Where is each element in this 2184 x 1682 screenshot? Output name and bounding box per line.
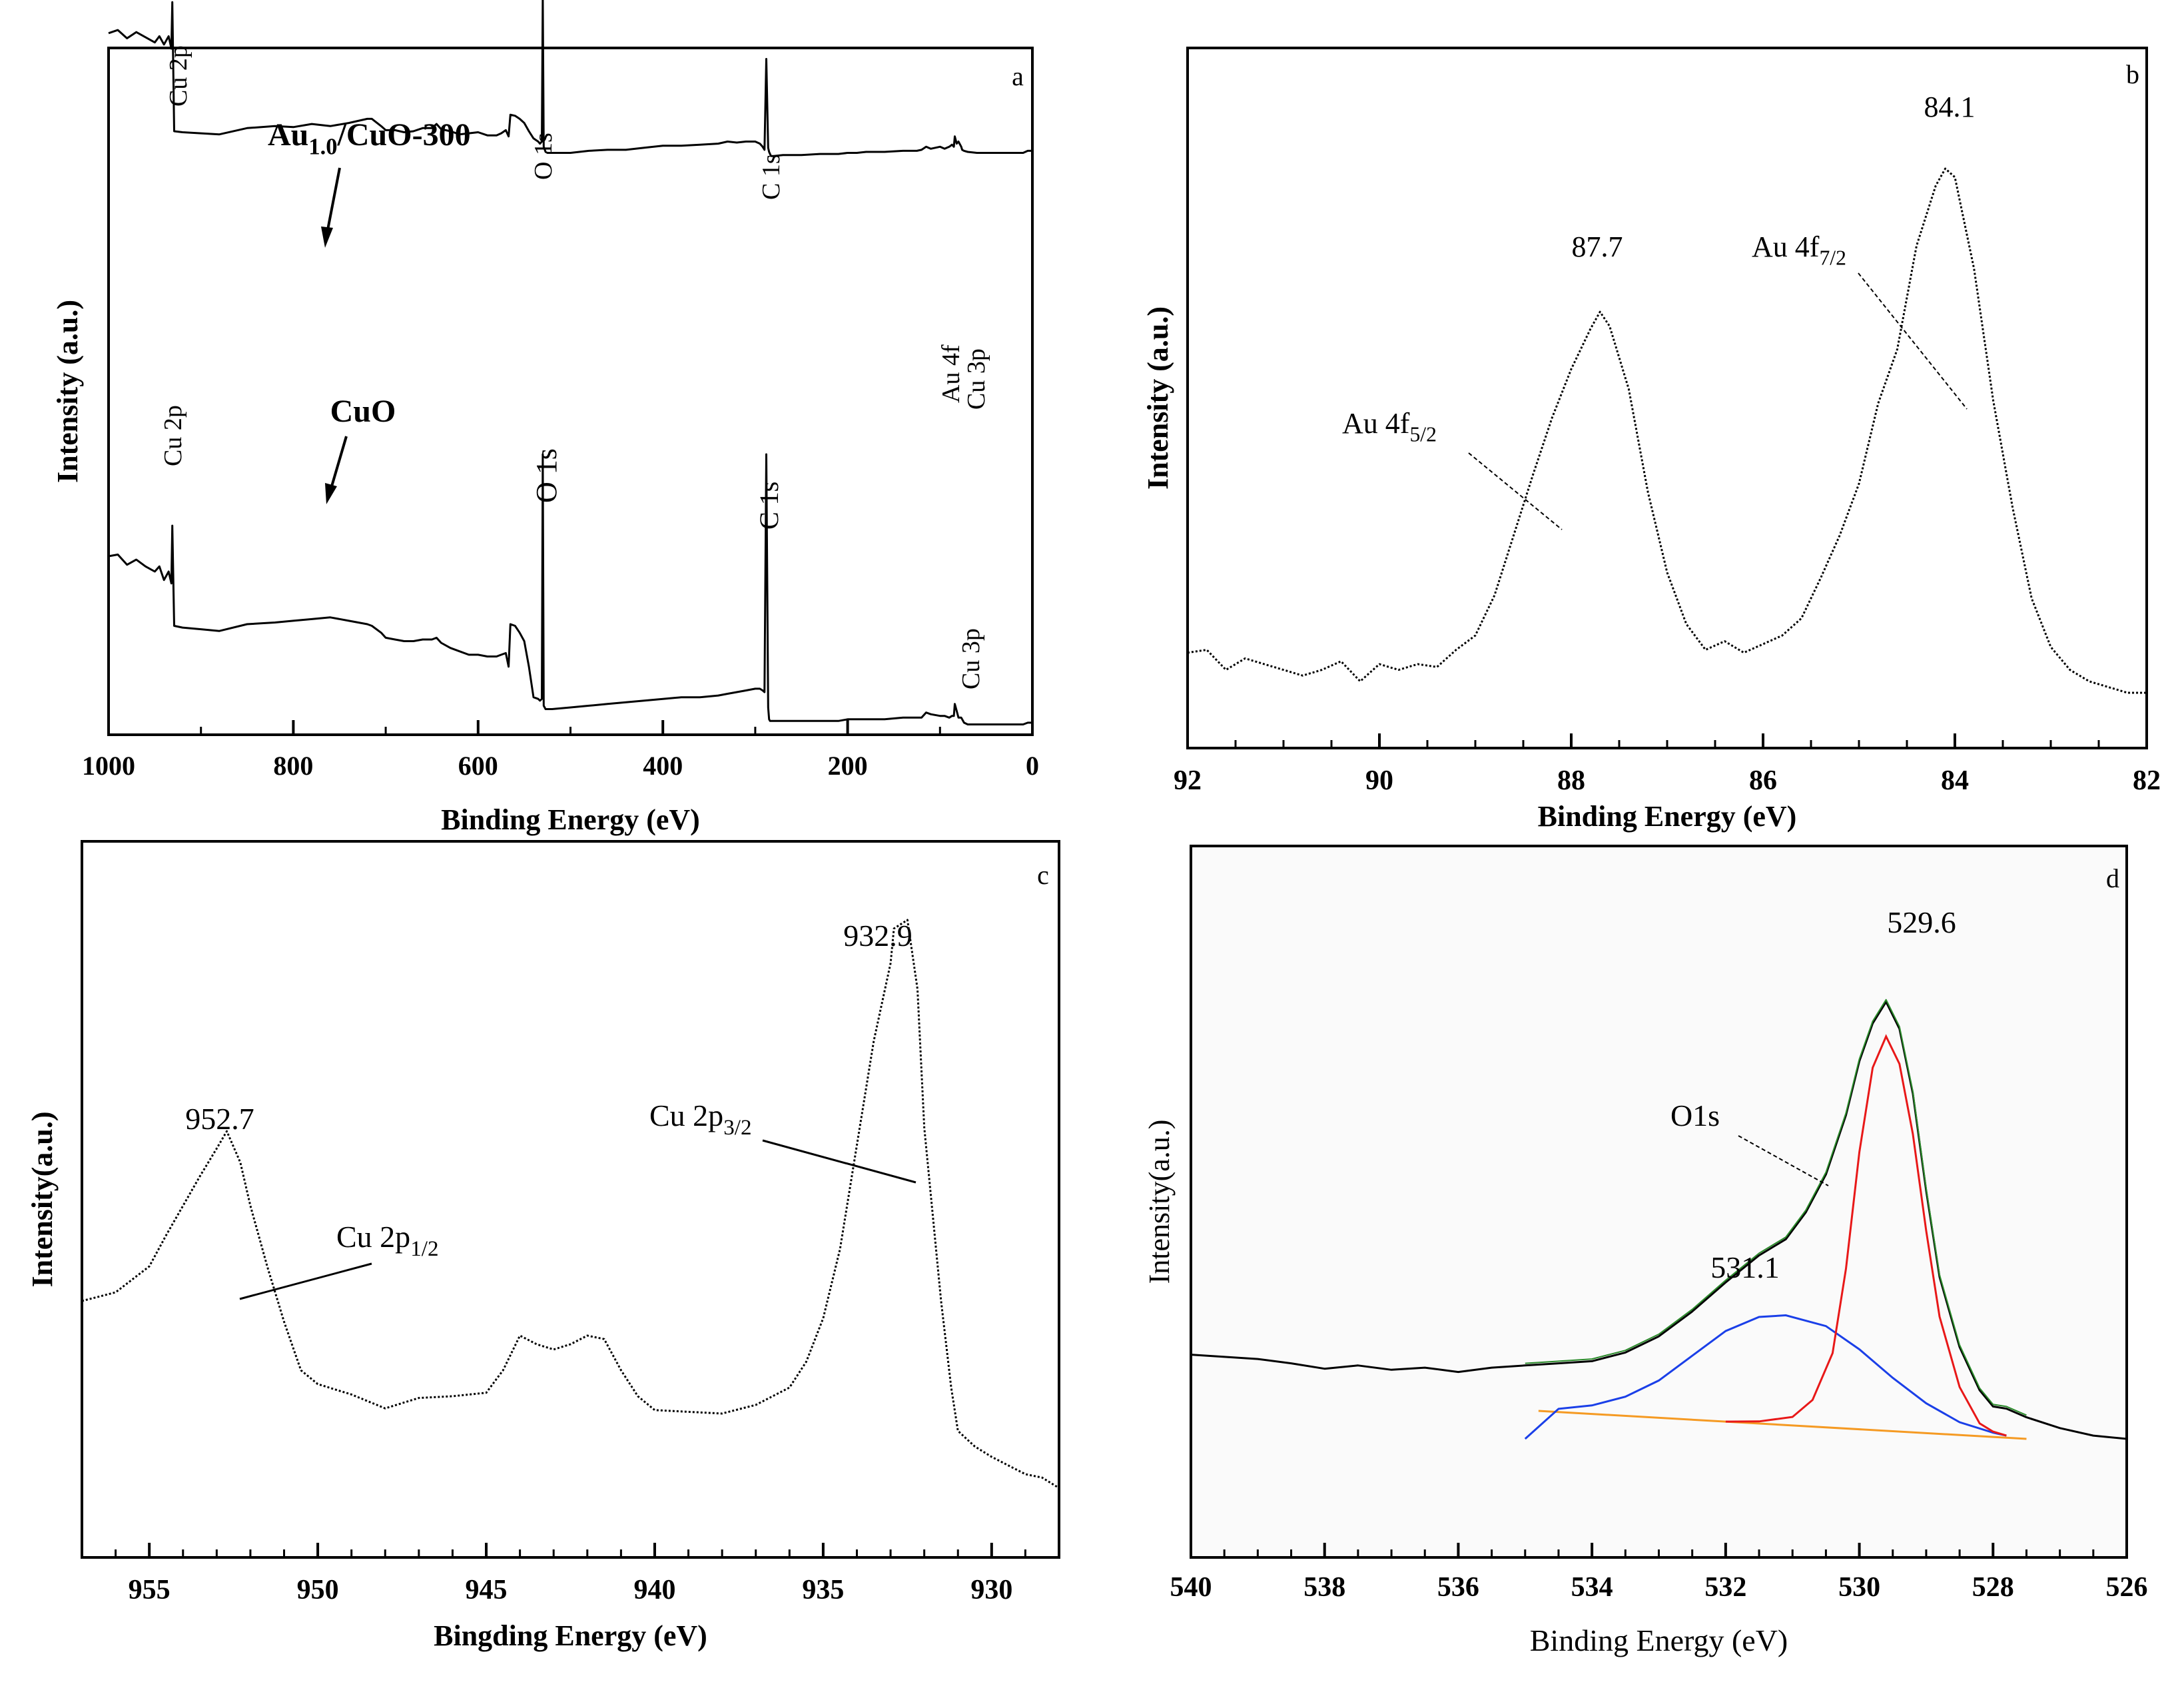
series-au4f-line	[1187, 167, 2147, 694]
arrow-au-cuo300-head	[321, 226, 333, 248]
peak-label-cu3p-cuo: Cu 3p	[957, 628, 985, 689]
panel-a-xtick-label: 400	[643, 751, 683, 781]
leader-cu2p32	[762, 1139, 916, 1184]
series-background-line	[1538, 1410, 2027, 1440]
series-cu2p-line	[81, 919, 1060, 1489]
label-au4f52: Au 4f5/2	[1342, 407, 1437, 446]
series-fit-line	[1525, 999, 2027, 1416]
panel-b-xtick-label: 82	[2133, 765, 2161, 796]
panel-b-xtick-label: 88	[1557, 765, 1585, 796]
panel-a-xtick-label: 200	[828, 751, 868, 781]
peak-value-952-7: 952.7	[185, 1102, 254, 1136]
panel-c-corner-label: c	[1037, 860, 1049, 890]
leader-au4f52	[1468, 452, 1563, 530]
panel-a-xtick-label: 1000	[82, 751, 135, 781]
panel-b-xtick-label: 90	[1365, 765, 1393, 796]
peak-value-932-9: 932.9	[843, 919, 912, 953]
panel-c-xtick-label: 955	[129, 1575, 171, 1605]
label-cu2p32: Cu 2p3/2	[649, 1098, 752, 1140]
panel-c-xlabel: Bingding Energy (eV)	[434, 1619, 707, 1652]
panel-a-xlabel: Binding Energy (eV)	[441, 803, 700, 836]
panel-c-xtick-label: 940	[633, 1575, 675, 1605]
series-au-cuo300-line	[108, 0, 1032, 157]
panel-d-xtick-label: 528	[1972, 1572, 2014, 1603]
panel-d-xtick-label: 526	[2106, 1572, 2148, 1603]
peak-label-o1s: O 1s	[530, 133, 557, 180]
panel-b-xtick-label: 86	[1749, 765, 1777, 796]
panel-d-xtick-label: 534	[1571, 1572, 1613, 1603]
peak-label-c1s-cuo: C 1s	[754, 482, 784, 530]
peak-label-cu2p: Cu 2p	[165, 45, 192, 107]
panel-d-xtick-label: 538	[1303, 1572, 1345, 1603]
panel-b-corner-label: b	[2126, 59, 2139, 89]
panel-c-ylabel: Intensity(a.u.)	[26, 1111, 59, 1287]
leader-cu2p12	[239, 1262, 372, 1300]
panel-d-background	[1191, 846, 2127, 1557]
panel-b-xtick-label: 84	[1941, 765, 1969, 796]
panel-b-ylabel: Intensity (a.u.)	[1142, 306, 1174, 490]
peak-label-o1s-cuo: O 1s	[530, 448, 563, 503]
peak-label-cu2p-cuo: Cu 2p	[159, 405, 187, 466]
panel-a-ylabel: Intensity (a.u.)	[51, 300, 84, 483]
label-cu2p12: Cu 2p1/2	[336, 1220, 439, 1261]
panel-a-xtick-label: 800	[273, 751, 313, 781]
peak-value-529-6: 529.6	[1887, 905, 1956, 939]
label-o1s: O1s	[1670, 1098, 1720, 1132]
panel-c-frame	[81, 840, 1060, 1559]
peak-label-c1s: C 1s	[757, 154, 785, 200]
panel-c-xtick-label: 935	[802, 1575, 844, 1605]
panel-d-corner-label: d	[2106, 863, 2119, 893]
peak-value-84-1: 84.1	[1924, 91, 1976, 123]
peak-value-531-1: 531.1	[1710, 1250, 1780, 1284]
series-531-1-component-line	[1524, 1314, 2007, 1440]
panel-b-xtick-label: 92	[1174, 765, 1202, 796]
panel-c-xtick-label: 945	[466, 1575, 508, 1605]
leader-au4f72	[1858, 272, 1968, 410]
series-au-cuo300-label: Au1.0/CuO-300	[268, 117, 471, 159]
arrow-cuo-head	[325, 483, 337, 504]
series-cuo-label: CuO	[330, 394, 396, 429]
panel-b-xlabel: Binding Energy (eV)	[1538, 800, 1797, 833]
arrow-au-cuo300	[326, 167, 341, 230]
arrow-cuo	[330, 436, 348, 487]
panel-d-xtick-label: 530	[1838, 1572, 1880, 1603]
panel-d-xlabel: Binding Energy (eV)	[1530, 1623, 1788, 1657]
panel-d-xtick-label: 540	[1170, 1572, 1212, 1603]
series-o1s-envelope-line	[1190, 1001, 2127, 1440]
panel-d-ylabel: Intensity(a.u.)	[1143, 1120, 1176, 1284]
panel-a-xtick-label: 0	[1026, 751, 1039, 781]
panel-b-frame	[1186, 47, 2148, 749]
panel-a-xtick-label: 600	[458, 751, 498, 781]
series-cuo-line	[108, 453, 1032, 725]
label-au4f72: Au 4f7/2	[1752, 230, 1846, 269]
panel-c-xtick-label: 950	[297, 1575, 339, 1605]
panel-c-xtick-label: 930	[970, 1575, 1012, 1605]
peak-value-87-7: 87.7	[1572, 230, 1623, 263]
leader-o1s	[1738, 1135, 1829, 1186]
peak-label-au4f: Au 4f	[937, 344, 965, 403]
panel-a-corner-label: a	[1012, 61, 1024, 91]
panel-d-xtick-label: 532	[1704, 1572, 1746, 1603]
peak-label-cu3p: Cu 3p	[962, 348, 990, 410]
panel-d-xtick-label: 536	[1437, 1572, 1479, 1603]
series-529-6-component-line	[1725, 1034, 2007, 1437]
